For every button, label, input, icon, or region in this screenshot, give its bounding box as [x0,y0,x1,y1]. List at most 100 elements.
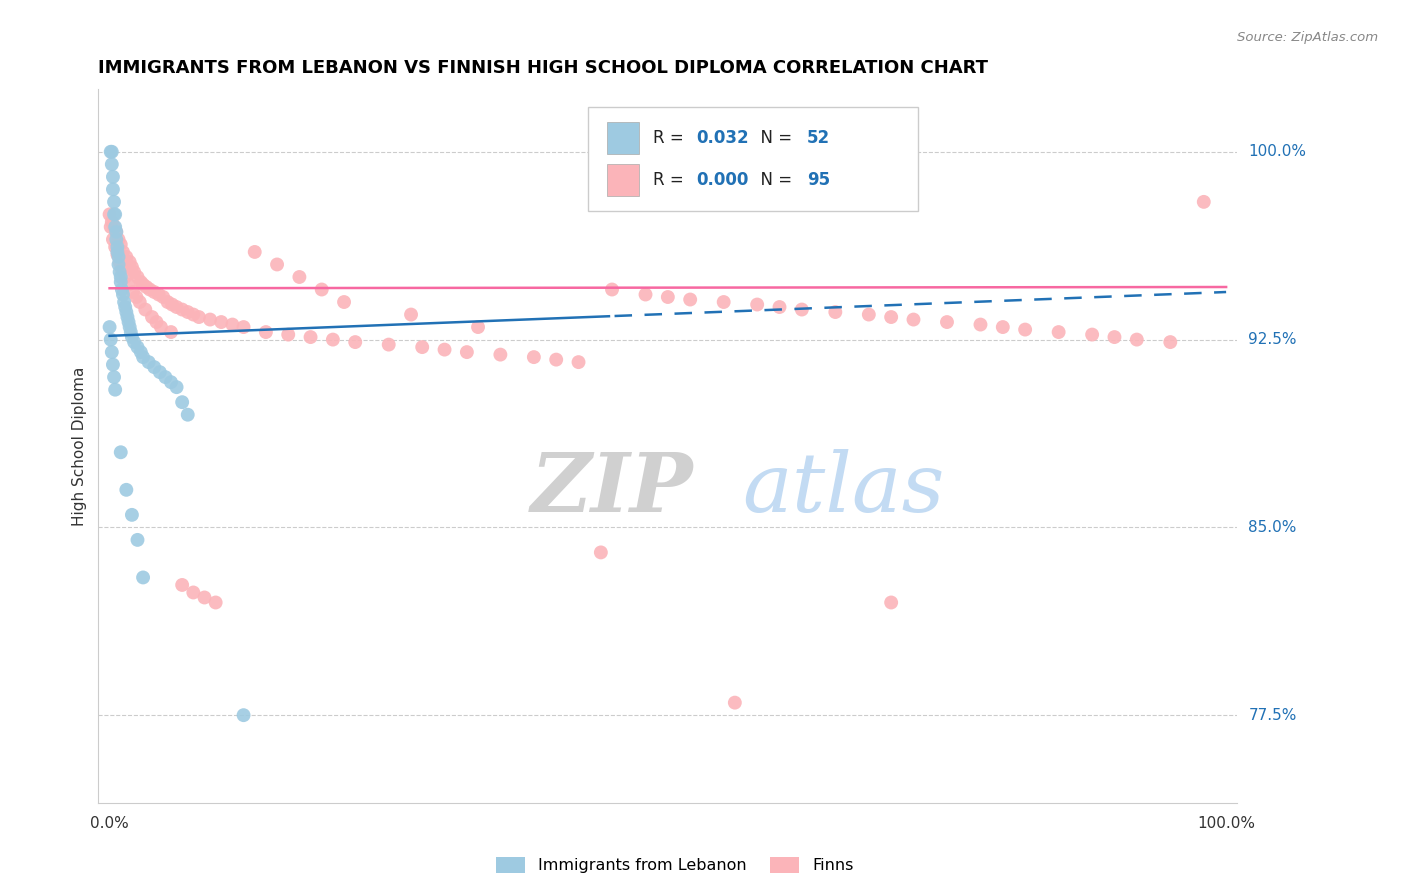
Text: 95: 95 [807,171,830,189]
Point [101,215,124,229]
Point [589,545,612,559]
Point [115,305,138,319]
Point [399,308,422,322]
Point [177,305,200,319]
Point [110,237,132,252]
Point [115,483,138,497]
Text: 0.000: 0.000 [696,171,749,189]
Point [969,318,991,332]
Point [172,578,194,592]
Point [1104,330,1126,344]
Point [1159,335,1181,350]
Point [166,380,188,394]
Point [105,232,128,246]
Point [768,300,790,314]
Point [117,315,139,329]
Point [103,219,125,234]
Text: atlas: atlas [742,449,945,529]
Point [193,591,215,605]
Text: ZIP: ZIP [531,449,693,529]
Point [117,277,139,292]
Point [467,320,489,334]
Point [98,207,121,221]
Point [183,308,205,322]
Point [333,295,356,310]
Point [724,696,747,710]
Point [100,145,122,159]
FancyBboxPatch shape [607,164,640,196]
Point [127,340,149,354]
Point [1126,333,1149,347]
Point [790,302,813,317]
Legend: Immigrants from Lebanon, Finns: Immigrants from Lebanon, Finns [489,850,860,880]
Point [107,247,129,261]
Text: R =: R = [652,171,689,189]
Point [1014,322,1036,336]
Point [127,270,149,285]
Point [107,232,129,246]
Point [1047,325,1070,339]
Point [111,283,134,297]
Point [936,315,959,329]
Point [152,290,174,304]
Point [117,310,139,324]
Point [112,295,135,310]
Point [101,182,124,196]
Point [114,270,136,285]
Point [101,358,124,372]
Point [456,345,478,359]
Point [277,327,299,342]
Point [132,350,155,364]
Point [135,280,157,294]
Point [903,312,925,326]
Text: 52: 52 [807,128,830,146]
Point [107,250,129,264]
Point [105,225,128,239]
Point [177,408,200,422]
Text: N =: N = [749,128,797,146]
Point [120,325,142,339]
Point [160,297,183,311]
Point [105,225,128,239]
Point [108,265,131,279]
Point [232,708,254,723]
Point [122,285,145,299]
Point [143,285,166,299]
FancyBboxPatch shape [588,107,918,211]
Point [132,277,155,292]
Point [160,325,183,339]
Point [101,169,124,184]
Text: N =: N = [749,171,797,189]
Point [139,283,162,297]
Point [104,207,127,221]
Point [156,295,179,310]
Point [100,333,122,347]
Point [103,370,125,384]
Text: 0.032: 0.032 [696,128,749,146]
Point [243,244,266,259]
Point [187,310,209,324]
Point [411,340,433,354]
Point [127,533,149,547]
Point [104,240,127,254]
Point [100,219,122,234]
Point [111,262,134,277]
Point [122,265,145,279]
Point [143,360,166,375]
Point [110,445,132,459]
Point [183,585,205,599]
Point [125,290,148,304]
Point [1081,327,1104,342]
Point [160,375,183,389]
Point [824,305,846,319]
Point [204,595,226,609]
Point [122,335,145,350]
Point [149,320,172,334]
FancyBboxPatch shape [607,121,640,153]
Point [118,255,141,269]
Point [1192,194,1215,209]
Point [101,145,124,159]
Point [101,232,124,246]
Point [107,244,129,259]
Point [138,355,160,369]
